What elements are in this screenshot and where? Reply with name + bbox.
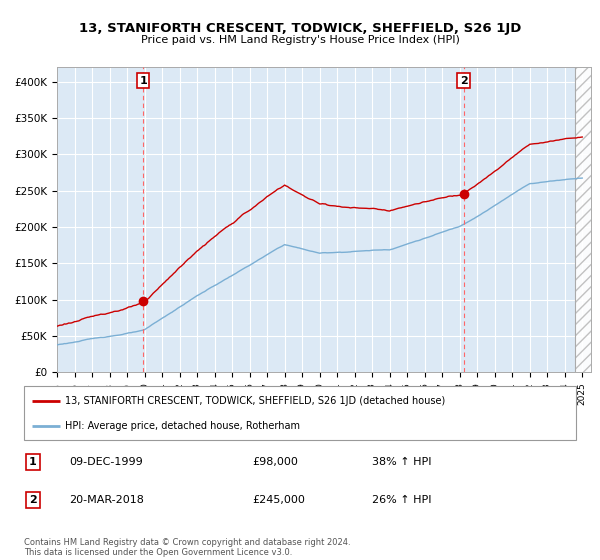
Text: Contains HM Land Registry data © Crown copyright and database right 2024.
This d: Contains HM Land Registry data © Crown c… (24, 538, 350, 557)
Text: 2: 2 (460, 76, 467, 86)
FancyBboxPatch shape (24, 386, 576, 440)
Text: £98,000: £98,000 (252, 457, 298, 467)
Text: 09-DEC-1999: 09-DEC-1999 (69, 457, 143, 467)
Text: Price paid vs. HM Land Registry's House Price Index (HPI): Price paid vs. HM Land Registry's House … (140, 35, 460, 45)
Text: 13, STANIFORTH CRESCENT, TODWICK, SHEFFIELD, S26 1JD: 13, STANIFORTH CRESCENT, TODWICK, SHEFFI… (79, 22, 521, 35)
Text: 26% ↑ HPI: 26% ↑ HPI (372, 495, 431, 505)
Text: 20-MAR-2018: 20-MAR-2018 (69, 495, 144, 505)
Text: HPI: Average price, detached house, Rotherham: HPI: Average price, detached house, Roth… (65, 421, 301, 431)
Text: 2: 2 (29, 495, 37, 505)
Text: 1: 1 (139, 76, 147, 86)
Text: 1: 1 (29, 457, 37, 467)
Text: 13, STANIFORTH CRESCENT, TODWICK, SHEFFIELD, S26 1JD (detached house): 13, STANIFORTH CRESCENT, TODWICK, SHEFFI… (65, 396, 446, 407)
Text: £245,000: £245,000 (252, 495, 305, 505)
Text: 38% ↑ HPI: 38% ↑ HPI (372, 457, 431, 467)
